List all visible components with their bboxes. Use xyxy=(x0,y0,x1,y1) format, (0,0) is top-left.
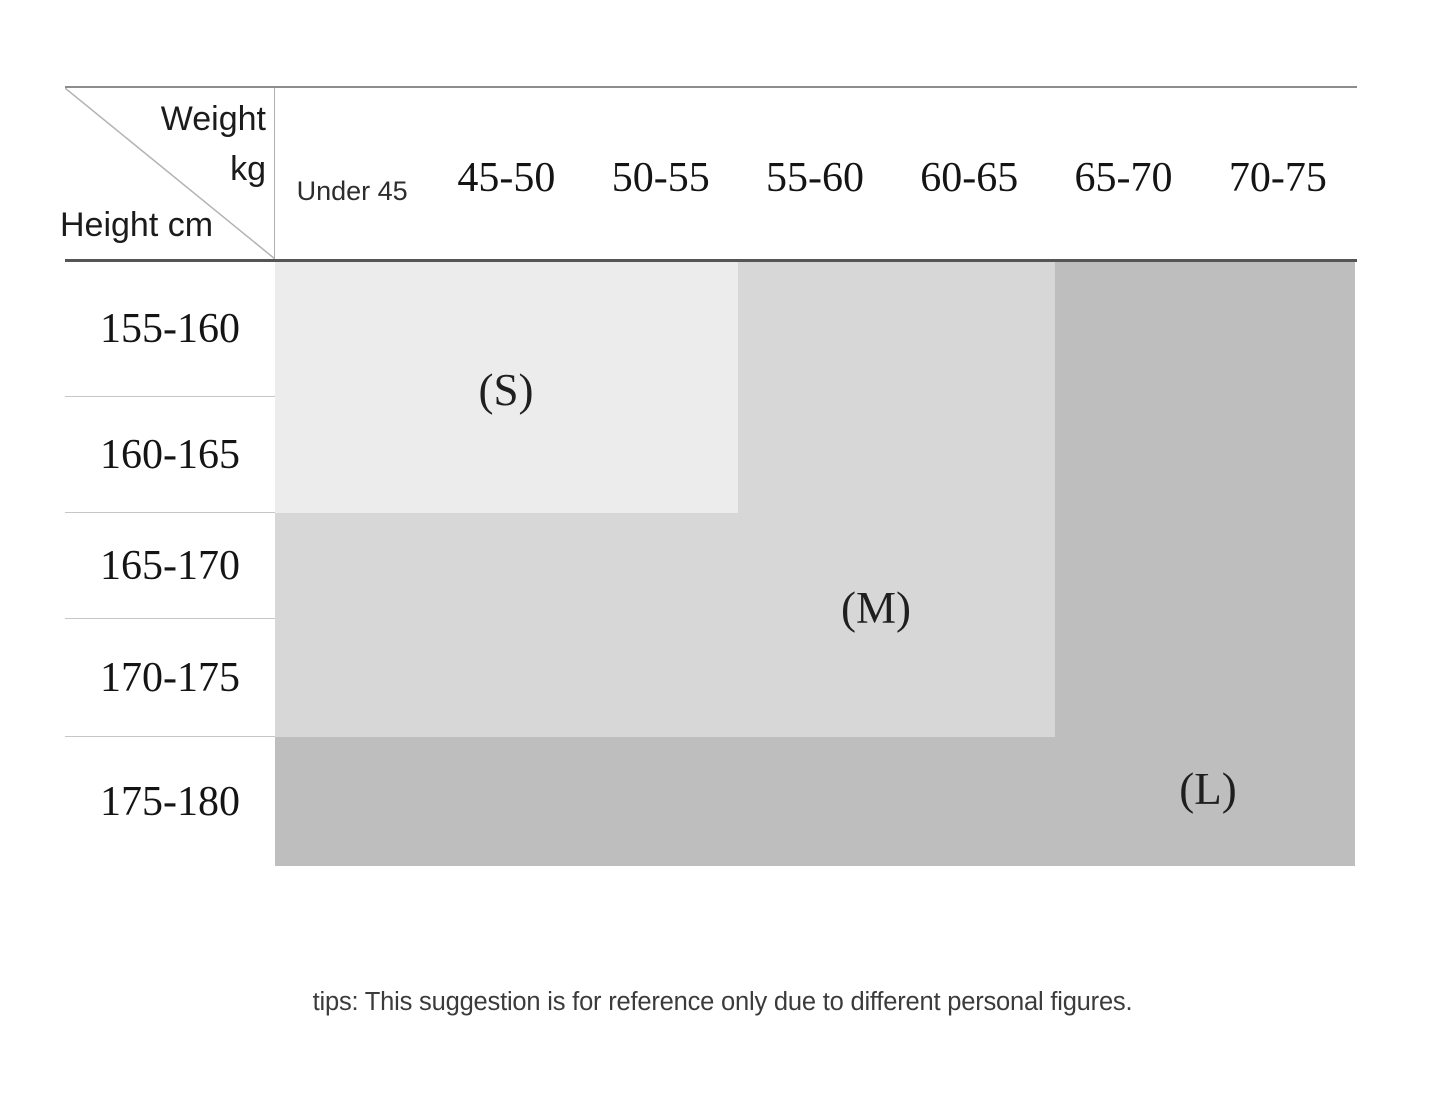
weight-column-55-60: 55-60 xyxy=(765,154,864,201)
weight-column-45-50: 45-50 xyxy=(457,154,556,201)
table-top-border-line xyxy=(65,86,1357,88)
height-row-155-160: 155-160 xyxy=(65,262,275,397)
height-header-column: 155-160 160-165 165-170 170-175 175-180 xyxy=(65,262,275,866)
height-row-160-165: 160-165 xyxy=(65,397,275,513)
weight-header-row: Under 45 45-50 50-55 55-60 60-65 65-70 7… xyxy=(275,88,1355,259)
corner-vertical-divider-line xyxy=(274,88,275,259)
height-row-175-180: 175-180 xyxy=(100,778,240,825)
header-divider-line xyxy=(65,259,1357,262)
height-row-170-175: 170-175 xyxy=(65,619,275,737)
weight-column-under-45: Under 45 xyxy=(296,176,408,206)
corner-diagonal-line xyxy=(65,88,275,259)
height-axis-label: Height cm xyxy=(60,206,214,244)
size-label-s: (S) xyxy=(478,365,534,415)
weight-axis-unit: kg xyxy=(230,150,266,188)
size-region-s xyxy=(275,262,738,513)
weight-column-70-75: 70-75 xyxy=(1228,154,1327,201)
weight-axis-label-text: Weight xyxy=(160,100,266,138)
weight-column-60-65: 60-65 xyxy=(920,154,1019,201)
weight-axis-label: Weight kg xyxy=(65,94,266,194)
weight-column-50-55: 50-55 xyxy=(611,154,710,201)
height-row-165-170: 165-170 xyxy=(65,513,275,619)
size-label-l: (L) xyxy=(1179,764,1237,814)
size-label-m: (M) xyxy=(841,583,911,633)
weight-column-65-70: 65-70 xyxy=(1074,154,1173,201)
footer-tip-text: tips: This suggestion is for reference o… xyxy=(312,988,1133,1016)
